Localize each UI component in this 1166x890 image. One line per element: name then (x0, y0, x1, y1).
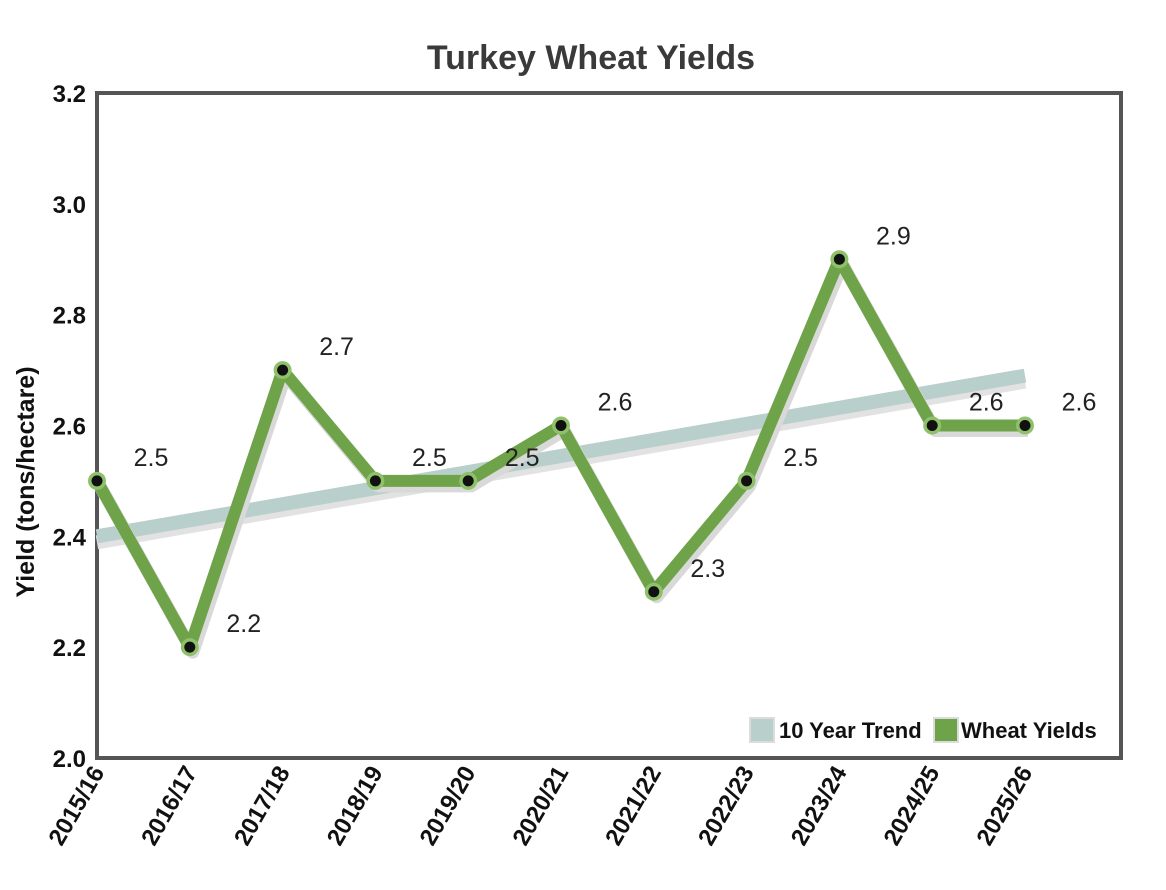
y-tick-label: 2.4 (53, 524, 87, 551)
data-point[interactable] (277, 364, 289, 376)
data-label: 2.6 (598, 389, 633, 417)
x-tick-label: 2022/23 (693, 762, 760, 851)
data-label: 2.5 (134, 444, 169, 472)
data-point[interactable] (462, 475, 474, 487)
data-point[interactable] (1019, 420, 1031, 431)
trend-line-layer (95, 368, 1027, 550)
x-tick-label: 2024/25 (879, 761, 946, 850)
data-point[interactable] (741, 475, 753, 487)
x-tick-label: 2020/21 (507, 762, 574, 851)
data-point[interactable] (926, 420, 938, 431)
legend[interactable]: 10 Year Trend Wheat Yields (749, 717, 1097, 743)
legend-label-wheat: Wheat Yields (961, 718, 1097, 743)
x-tick-label: 2019/20 (415, 762, 482, 851)
x-tick-label: 2016/17 (136, 762, 203, 851)
y-axis-ticks: 2.0 2.2 2.4 2.6 2.8 3.0 3.2 (53, 81, 87, 773)
x-tick-label: 2017/18 (229, 762, 296, 851)
x-tick-label: 2018/19 (322, 762, 389, 851)
data-label: 2.5 (783, 444, 818, 472)
y-tick-label: 2.8 (53, 303, 86, 330)
x-axis-ticks: 2015/16 2016/17 2017/18 2018/19 2019/20 2020/… (43, 761, 1038, 850)
y-tick-label: 2.0 (53, 746, 86, 773)
data-label: 2.6 (969, 389, 1004, 417)
legend-swatch-wheat (933, 717, 959, 743)
data-label: 2.5 (412, 444, 447, 472)
chart-title: Turkey Wheat Yields (427, 39, 755, 77)
y-axis-label: Yield (tons/hectare) (12, 366, 40, 597)
data-label: 2.7 (319, 333, 354, 361)
data-label: 2.9 (876, 222, 911, 250)
x-tick-label: 2015/16 (43, 762, 110, 851)
data-label: 2.3 (690, 555, 725, 583)
trend-line (95, 368, 1027, 544)
wheat-yields-layer (88, 250, 1034, 659)
x-tick-label: 2023/24 (786, 761, 853, 850)
y-tick-label: 3.2 (53, 81, 86, 108)
data-point[interactable] (648, 586, 660, 598)
data-label: 2.2 (226, 610, 261, 638)
data-point[interactable] (555, 420, 567, 431)
x-tick-label: 2021/22 (600, 762, 667, 851)
x-tick-label: 2025/26 (971, 762, 1038, 851)
plot-frame (95, 91, 1123, 760)
y-tick-label: 2.6 (53, 414, 86, 441)
data-label: 2.5 (505, 444, 540, 472)
data-point[interactable] (369, 475, 381, 487)
legend-swatch-trend (749, 717, 775, 743)
y-tick-label: 2.2 (53, 635, 86, 662)
legend-label-trend: 10 Year Trend (779, 718, 922, 743)
y-tick-label: 3.0 (53, 192, 86, 219)
data-labels: 2.5 2.2 2.7 2.5 2.5 2.6 2.3 2.5 2.9 2.6 2.6 (134, 222, 1097, 638)
data-point[interactable] (833, 253, 845, 265)
data-label: 2.6 (1062, 389, 1097, 417)
data-point[interactable] (184, 641, 196, 653)
data-point[interactable] (91, 475, 103, 487)
